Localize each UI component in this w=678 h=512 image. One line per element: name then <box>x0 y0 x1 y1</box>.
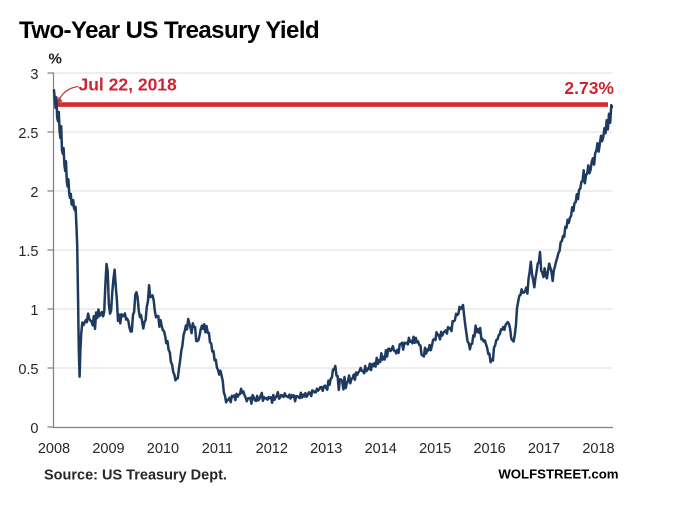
svg-text:2010: 2010 <box>147 441 179 457</box>
svg-text:2015: 2015 <box>419 441 451 457</box>
svg-text:2013: 2013 <box>310 441 342 457</box>
svg-text:Jul 22, 2018: Jul 22, 2018 <box>79 75 178 95</box>
svg-text:WOLFSTREET.com: WOLFSTREET.com <box>498 467 618 482</box>
svg-text:2011: 2011 <box>202 441 233 457</box>
svg-text:2: 2 <box>30 185 38 201</box>
svg-text:1.5: 1.5 <box>18 244 38 260</box>
svg-text:2008: 2008 <box>38 441 70 457</box>
svg-text:3: 3 <box>30 67 38 83</box>
svg-text:%: % <box>49 51 62 68</box>
svg-text:2017: 2017 <box>528 441 560 457</box>
svg-text:2016: 2016 <box>473 441 505 457</box>
svg-text:2014: 2014 <box>365 441 397 457</box>
svg-text:2.73%: 2.73% <box>564 78 614 98</box>
svg-text:2018: 2018 <box>582 441 614 457</box>
svg-text:2009: 2009 <box>92 441 124 457</box>
svg-text:0.5: 0.5 <box>18 362 38 378</box>
svg-text:1: 1 <box>30 303 38 319</box>
svg-text:Source: US Treasury Dept.: Source: US Treasury Dept. <box>44 468 227 484</box>
svg-text:Two-Year US Treasury Yield: Two-Year US Treasury Yield <box>19 17 319 44</box>
svg-text:2.5: 2.5 <box>18 126 38 142</box>
svg-text:2012: 2012 <box>256 441 288 457</box>
svg-text:0: 0 <box>30 421 38 437</box>
